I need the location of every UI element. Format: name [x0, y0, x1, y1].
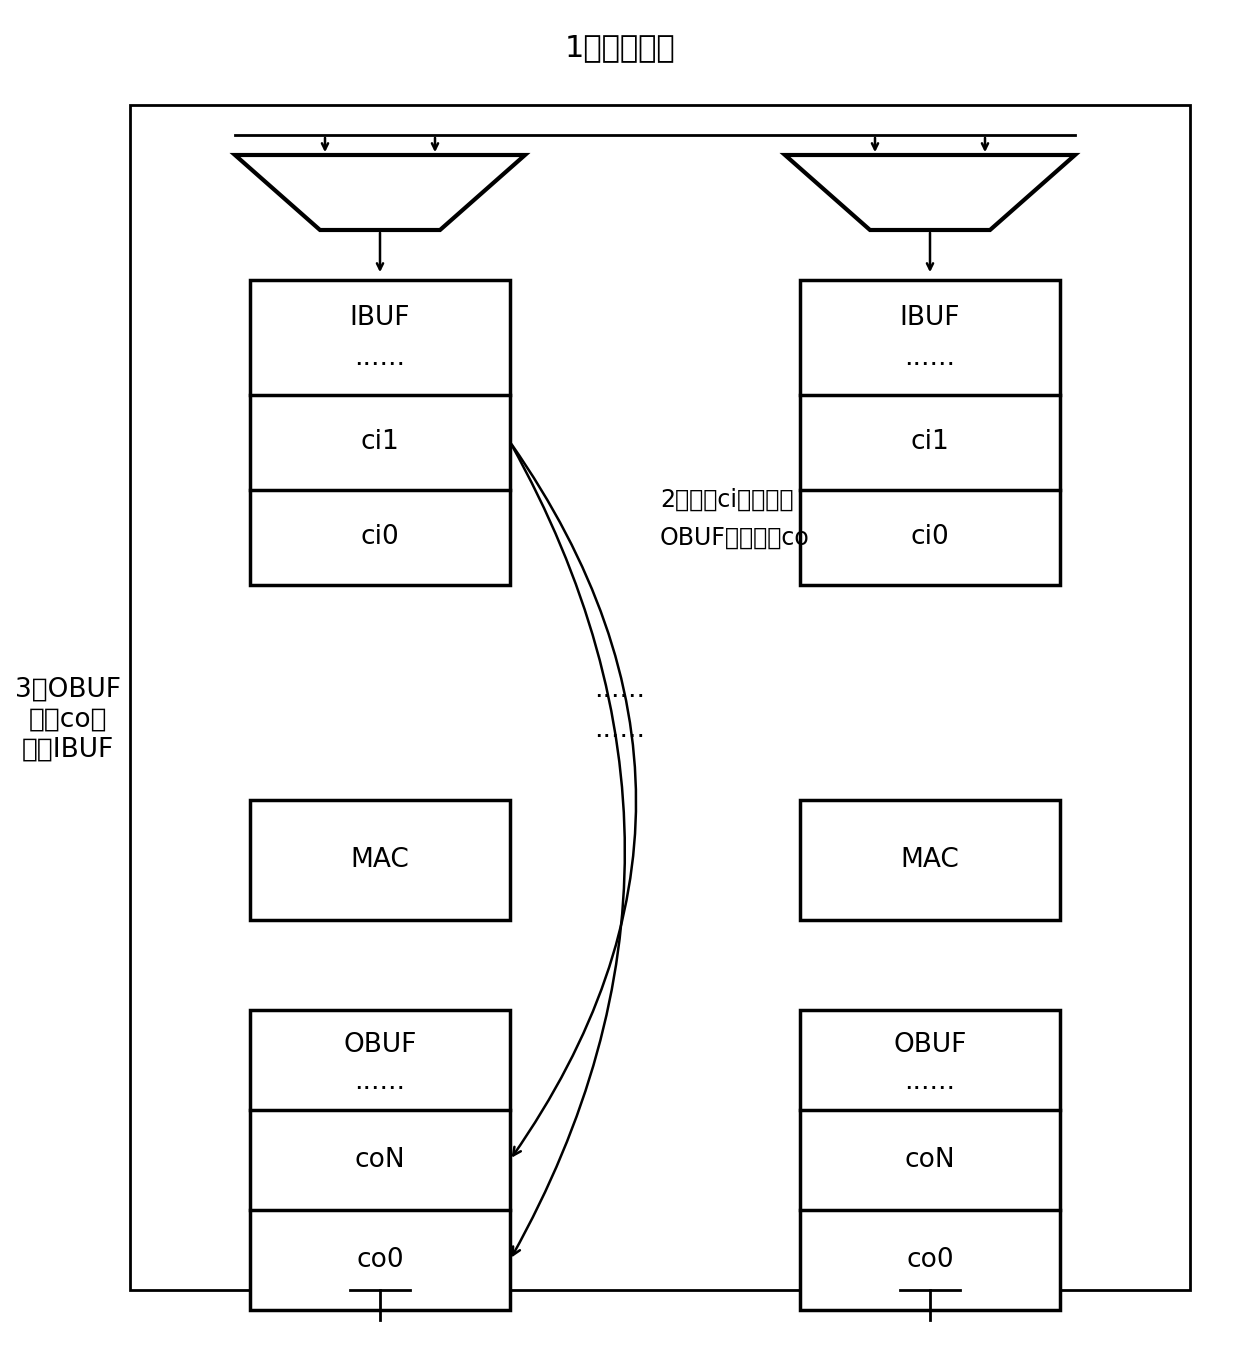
Text: ci1: ci1	[361, 429, 399, 455]
Bar	[800, 1010, 1060, 1310]
Text: ......: ......	[594, 717, 646, 742]
Polygon shape	[785, 155, 1075, 230]
Text: ......: ......	[904, 1069, 956, 1095]
Text: co0: co0	[356, 1247, 404, 1273]
Text: coN: coN	[905, 1148, 955, 1173]
Bar	[130, 105, 1190, 1291]
Text: IBUF: IBUF	[900, 305, 960, 331]
Text: ci0: ci0	[910, 524, 950, 549]
Text: 1、同步读取: 1、同步读取	[564, 34, 676, 62]
Bar	[250, 279, 510, 585]
Text: MAC: MAC	[351, 846, 409, 873]
Text: OBUF: OBUF	[893, 1031, 967, 1058]
Text: 2、一个ci扫描所有: 2、一个ci扫描所有	[660, 487, 794, 512]
Text: ......: ......	[904, 346, 956, 371]
Bar	[250, 1010, 510, 1310]
Text: ......: ......	[355, 1069, 405, 1095]
Text: MAC: MAC	[900, 846, 960, 873]
Text: ci1: ci1	[910, 429, 950, 455]
Bar	[250, 801, 510, 919]
Text: ......: ......	[594, 676, 646, 703]
Polygon shape	[236, 155, 525, 230]
Text: OBUF中的所有co: OBUF中的所有co	[660, 526, 810, 549]
Text: IBUF: IBUF	[350, 305, 410, 331]
Text: OBUF: OBUF	[343, 1031, 417, 1058]
Text: 3、OBUF
中的co回
传到IBUF: 3、OBUF 中的co回 传到IBUF	[15, 676, 122, 763]
Text: ci0: ci0	[361, 524, 399, 549]
Text: co0: co0	[906, 1247, 954, 1273]
Bar	[800, 279, 1060, 585]
Text: coN: coN	[355, 1148, 405, 1173]
Bar	[800, 801, 1060, 919]
Text: ......: ......	[355, 346, 405, 371]
